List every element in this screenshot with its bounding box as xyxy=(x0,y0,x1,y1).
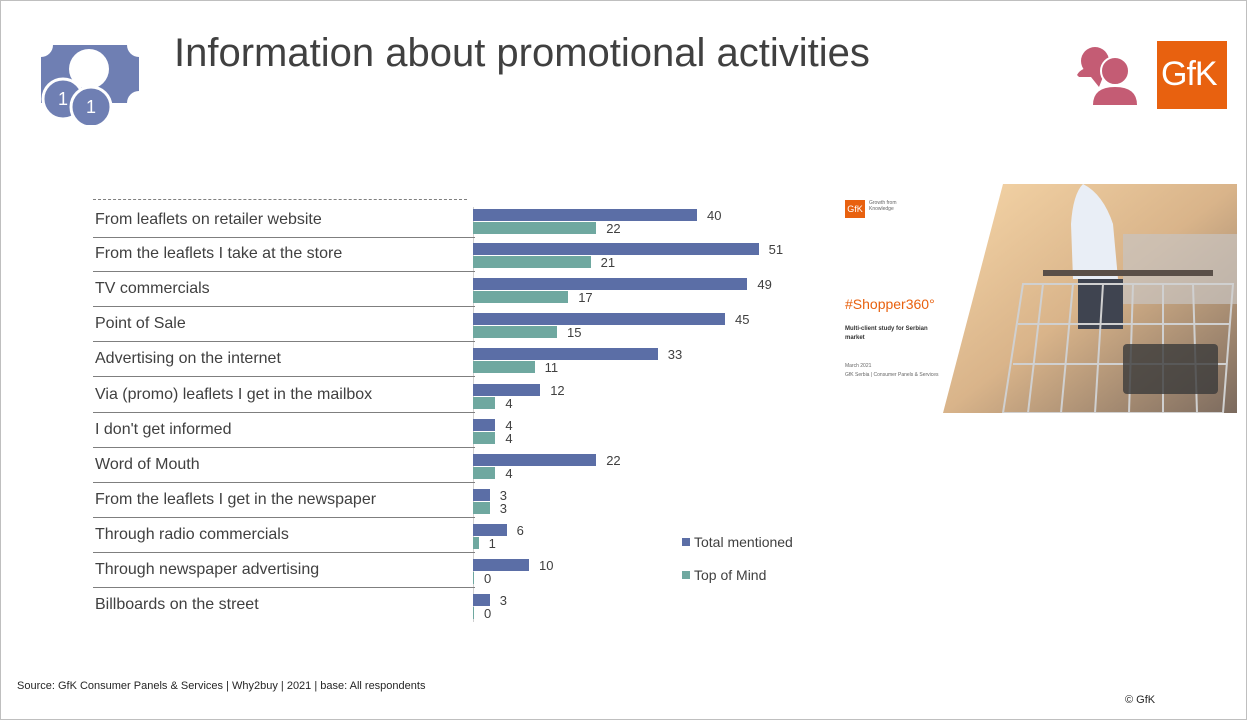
gfk-logo: GfK xyxy=(1157,41,1227,109)
row-separator xyxy=(93,376,475,377)
value-label-total-mentioned: 45 xyxy=(735,312,750,327)
value-label-total-mentioned: 33 xyxy=(667,347,683,362)
value-label-total-mentioned: 3 xyxy=(499,593,508,608)
category-label: Advertising on the internet xyxy=(95,350,281,367)
row-separator xyxy=(93,341,475,342)
bar-total-mentioned xyxy=(473,454,597,466)
money-icon: 1 1 xyxy=(41,45,139,125)
source-note: Source: GfK Consumer Panels & Services |… xyxy=(17,680,426,692)
bar-total-mentioned xyxy=(473,419,496,431)
bar-top-of-mind xyxy=(473,222,597,234)
bar-top-of-mind xyxy=(473,537,479,549)
category-label: I don't get informed xyxy=(95,421,232,438)
bar-top-of-mind xyxy=(473,502,490,514)
legend-label-total: Total mentioned xyxy=(694,534,793,550)
category-label: Billboards on the street xyxy=(95,596,259,613)
cover-date: March 2021 xyxy=(845,363,872,369)
value-label-top-of-mind: 11 xyxy=(544,360,559,375)
category-label: Through radio commercials xyxy=(95,526,289,543)
category-label: From the leaflets I get in the newspaper xyxy=(95,491,377,508)
chart-axis xyxy=(473,207,474,622)
value-label-top-of-mind: 3 xyxy=(499,501,508,516)
row-separator xyxy=(93,517,475,518)
category-label: Word of Mouth xyxy=(95,456,200,473)
category-label: From leaflets on retailer website xyxy=(95,211,322,228)
bar-top-of-mind xyxy=(473,467,496,479)
category-label: Point of Sale xyxy=(95,315,186,332)
row-separator xyxy=(93,552,475,553)
legend-swatch-top-of-mind xyxy=(682,571,690,579)
legend-top-of-mind: Top of Mind xyxy=(682,567,766,583)
legend-swatch-total xyxy=(682,538,690,546)
svg-text:1: 1 xyxy=(86,97,96,117)
bar-top-of-mind xyxy=(473,607,474,619)
value-label-top-of-mind: 4 xyxy=(505,431,513,446)
bar-total-mentioned xyxy=(473,489,490,501)
bar-total-mentioned xyxy=(473,313,725,325)
category-label: Via (promo) leaflets I get in the mailbo… xyxy=(95,386,373,403)
value-label-top-of-mind: 0 xyxy=(484,571,492,586)
row-separator xyxy=(93,587,475,588)
row-separator xyxy=(93,412,475,413)
value-label-total-mentioned: 6 xyxy=(516,523,524,538)
svg-text:1: 1 xyxy=(58,89,68,109)
value-label-total-mentioned: 40 xyxy=(707,208,722,223)
cover-subtitle: Multi-client study for Serbian market xyxy=(845,326,928,341)
chart-top-rule xyxy=(93,199,467,200)
bar-total-mentioned xyxy=(473,524,507,536)
bar-top-of-mind xyxy=(473,361,535,373)
value-label-total-mentioned: 3 xyxy=(499,488,508,503)
bar-total-mentioned xyxy=(473,209,697,221)
bar-total-mentioned xyxy=(473,594,490,606)
bar-top-of-mind xyxy=(473,432,496,444)
value-label-top-of-mind: 4 xyxy=(505,466,513,481)
bar-top-of-mind xyxy=(473,397,496,409)
row-separator xyxy=(93,447,475,448)
bar-top-of-mind xyxy=(473,572,474,584)
value-label-total-mentioned: 51 xyxy=(768,242,784,257)
value-label-top-of-mind: 22 xyxy=(606,221,621,236)
report-cover-image: GfK Growth from Knowledge #Shopper360° M… xyxy=(839,184,1237,413)
cover-org: GfK Serbia | Consumer Panels & Services xyxy=(845,372,939,378)
bar-total-mentioned xyxy=(473,243,759,255)
category-label: Through newspaper advertising xyxy=(95,561,320,578)
value-label-total-mentioned: 22 xyxy=(606,453,621,468)
page-title: Information about promotional activities xyxy=(174,31,870,75)
bar-total-mentioned xyxy=(473,384,541,396)
row-separator xyxy=(93,306,475,307)
category-label: From the leaflets I take at the store xyxy=(95,245,343,262)
value-label-total-mentioned: 10 xyxy=(539,558,554,573)
row-separator xyxy=(93,482,475,483)
bar-top-of-mind xyxy=(473,326,557,338)
shopping-cart-photo xyxy=(943,184,1237,413)
value-label-top-of-mind: 15 xyxy=(567,325,582,340)
bar-total-mentioned xyxy=(473,278,748,290)
row-separator xyxy=(93,237,475,238)
cover-hashtag: #Shopper360° xyxy=(845,296,935,312)
legend-total-mentioned: Total mentioned xyxy=(682,534,793,550)
value-label-total-mentioned: 12 xyxy=(550,383,565,398)
copyright: © GfK xyxy=(1125,694,1156,706)
people-icon xyxy=(1077,47,1137,105)
cover-gfk-logo: GfK xyxy=(845,200,865,218)
value-label-top-of-mind: 0 xyxy=(484,606,492,621)
value-label-top-of-mind: 17 xyxy=(578,290,593,305)
legend-label-top-of-mind: Top of Mind xyxy=(694,567,767,583)
bar-top-of-mind xyxy=(473,256,591,268)
gfk-logo-text: GfK xyxy=(1161,55,1218,93)
value-label-top-of-mind: 1 xyxy=(488,536,496,551)
cover-tagline: Growth from Knowledge xyxy=(869,200,897,212)
bar-total-mentioned xyxy=(473,348,658,360)
value-label-top-of-mind: 21 xyxy=(600,255,616,270)
category-label: TV commercials xyxy=(95,280,210,297)
bar-total-mentioned xyxy=(473,559,529,571)
bar-top-of-mind xyxy=(473,291,569,303)
value-label-total-mentioned: 49 xyxy=(757,277,772,292)
value-label-total-mentioned: 4 xyxy=(505,418,513,433)
row-separator xyxy=(93,271,475,272)
value-label-top-of-mind: 4 xyxy=(505,396,513,411)
